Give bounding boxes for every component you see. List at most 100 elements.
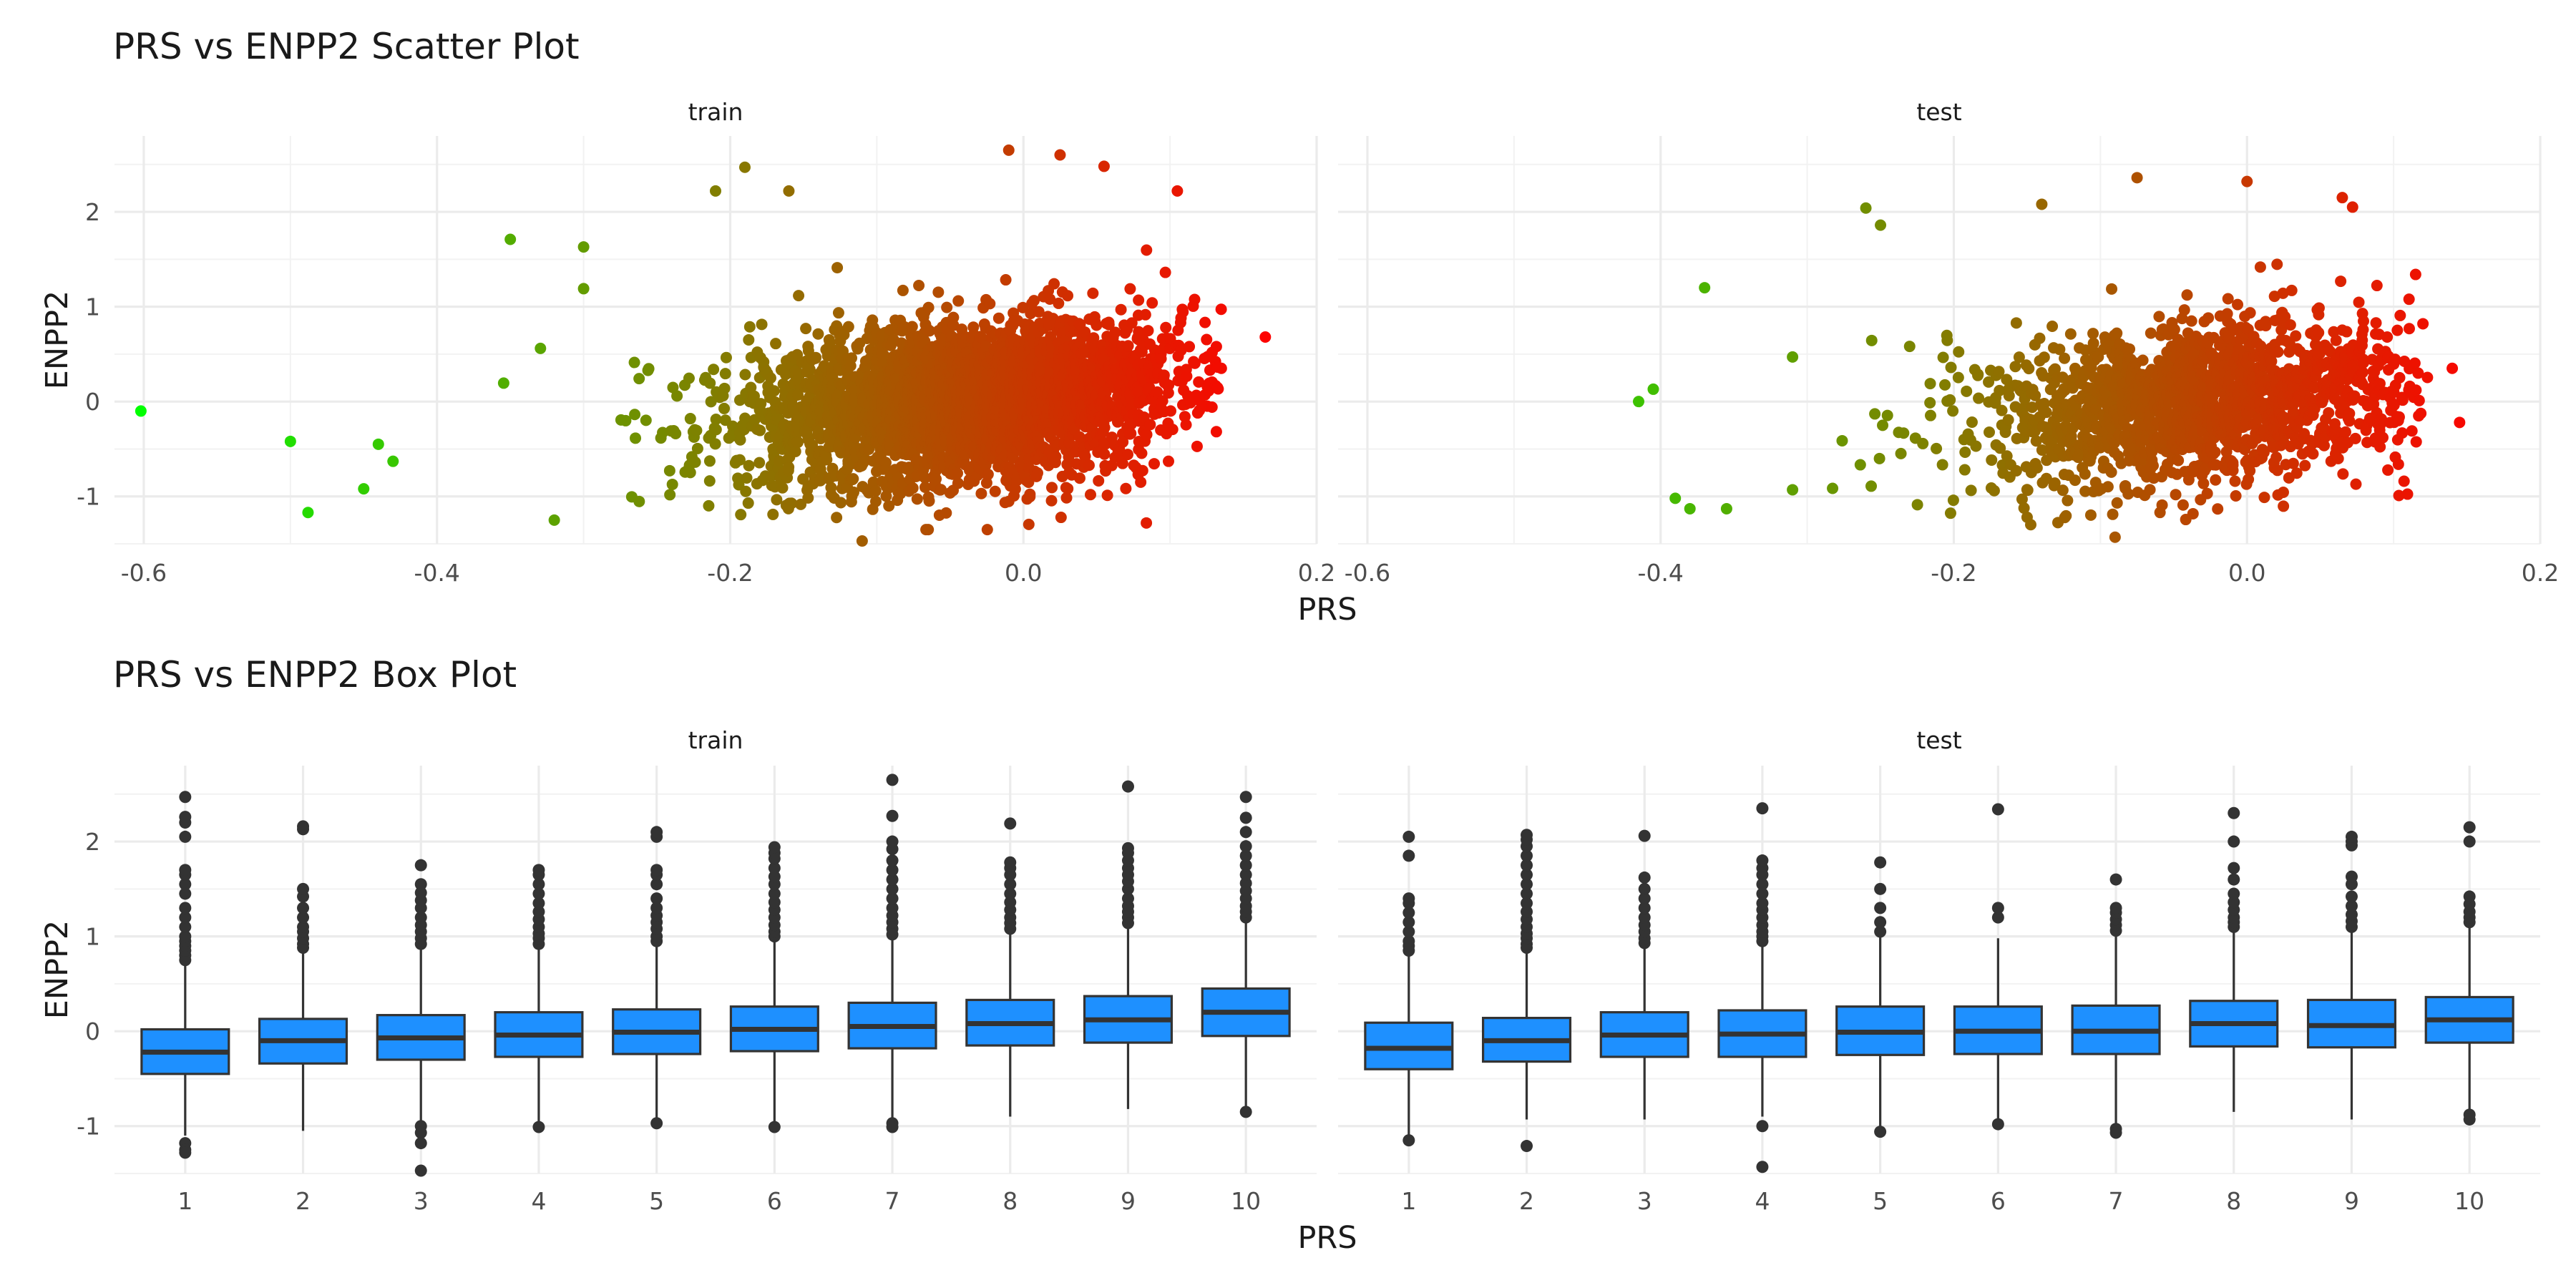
scatter-point [742, 497, 754, 509]
scatter-point [1898, 427, 1910, 439]
scatter-point-cloud [497, 244, 1227, 536]
scatter-point [2034, 332, 2046, 344]
scatter-point [671, 390, 683, 402]
scatter-point [1877, 419, 1889, 431]
scatter-point [847, 486, 859, 498]
scatter-point [1033, 306, 1045, 318]
scatter-point [358, 483, 370, 495]
scatter-point [718, 402, 731, 414]
scatter-point [941, 301, 953, 313]
scatter-point [135, 405, 147, 417]
scatter-point [2111, 497, 2123, 509]
scatter-point [2410, 384, 2422, 396]
scatter-point [1881, 409, 1893, 421]
scatter-point [923, 495, 935, 507]
scatter-point [922, 524, 935, 536]
scatter-point [691, 442, 703, 454]
scatter-point [847, 473, 859, 485]
scatter-point [2018, 502, 2030, 514]
scatter-x-tick-label: -0.4 [414, 559, 460, 587]
scatter-point [2201, 487, 2213, 499]
scatter-point [2394, 309, 2406, 321]
scatter-point [387, 455, 399, 467]
scatter-point [2375, 413, 2387, 425]
scatter-point [1087, 287, 1099, 299]
scatter-point [2356, 366, 2368, 379]
scatter-point [1895, 447, 1907, 459]
scatter-point [770, 338, 782, 350]
scatter-point [786, 497, 798, 509]
scatter-panel-train: train-0.6 -0.4 -0.2 0.0 0.2 [114, 98, 1335, 587]
scatter-point [2084, 509, 2097, 521]
scatter-point [1115, 303, 1127, 316]
scatter-point [1045, 494, 1058, 507]
scatter-point [643, 363, 655, 375]
scatter-point [748, 390, 760, 402]
strip-label-train: train [688, 98, 743, 126]
scatter-point [2348, 390, 2361, 402]
scatter-x-tick-label: 0.0 [2228, 559, 2265, 587]
scatter-point [1028, 295, 1040, 307]
scatter-point [2277, 487, 2289, 499]
scatter-point [1787, 484, 1799, 496]
scatter-point [2041, 454, 2053, 467]
scatter-point [2010, 317, 2022, 329]
scatter-point [1136, 447, 1148, 459]
scatter-point [883, 499, 895, 512]
scatter-point [2336, 192, 2348, 204]
scatter-point [1160, 321, 1172, 333]
scatter-x-tick-label: -0.6 [121, 559, 167, 587]
scatter-point [1163, 379, 1175, 391]
scatter-point [1062, 482, 1074, 494]
scatter-point [710, 413, 722, 425]
scatter-point [2106, 283, 2118, 295]
scatter-point [1083, 459, 1095, 472]
scatter-point [2318, 439, 2331, 452]
scatter-point [1000, 274, 1012, 286]
scatter-point [1023, 476, 1035, 488]
scatter-point [2172, 454, 2185, 467]
scatter-point [856, 535, 868, 547]
scatter-point [2454, 416, 2466, 429]
scatter-point [2243, 473, 2255, 485]
scatter-point [1961, 385, 1973, 397]
scatter-point [1050, 451, 1062, 463]
scatter-point [2187, 507, 2199, 519]
scatter-point [640, 414, 652, 426]
scatter-point [2105, 466, 2117, 478]
scatter-point [633, 495, 645, 507]
scatter-point [1903, 341, 1916, 353]
scatter-point [1970, 440, 1982, 452]
scatter-point [2313, 302, 2325, 314]
scatter-point [718, 382, 731, 394]
scatter-point [1122, 449, 1134, 461]
scatter-point [1156, 395, 1169, 407]
scatter-y-tick-label: -1 [77, 483, 100, 511]
scatter-point [754, 424, 766, 436]
scatter-point [1098, 448, 1111, 460]
scatter-point [935, 484, 947, 496]
scatter-point [1983, 376, 1995, 388]
scatter-point [2212, 503, 2224, 515]
scatter-point [1053, 297, 1065, 309]
scatter-point [952, 467, 964, 479]
scatter-point [2060, 509, 2072, 522]
scatter-point [1062, 290, 1074, 302]
scatter-point [1046, 482, 1058, 494]
scatter-point [1937, 351, 1949, 364]
scatter-point [1944, 394, 1956, 406]
scatter-point [1199, 316, 1211, 328]
scatter-point [2170, 489, 2182, 501]
scatter-point [1162, 455, 1174, 467]
scatter-point [1103, 318, 1115, 331]
scatter-point [2054, 343, 2066, 356]
scatter-point [1973, 392, 1985, 404]
scatter-x-tick-label: 0.2 [2522, 559, 2559, 587]
scatter-point [1155, 353, 1167, 365]
scatter-point [2040, 472, 2052, 484]
scatter-point [2371, 280, 2383, 292]
scatter-point [2278, 500, 2290, 512]
scatter-point [2109, 531, 2121, 543]
scatter-point [2258, 447, 2270, 459]
